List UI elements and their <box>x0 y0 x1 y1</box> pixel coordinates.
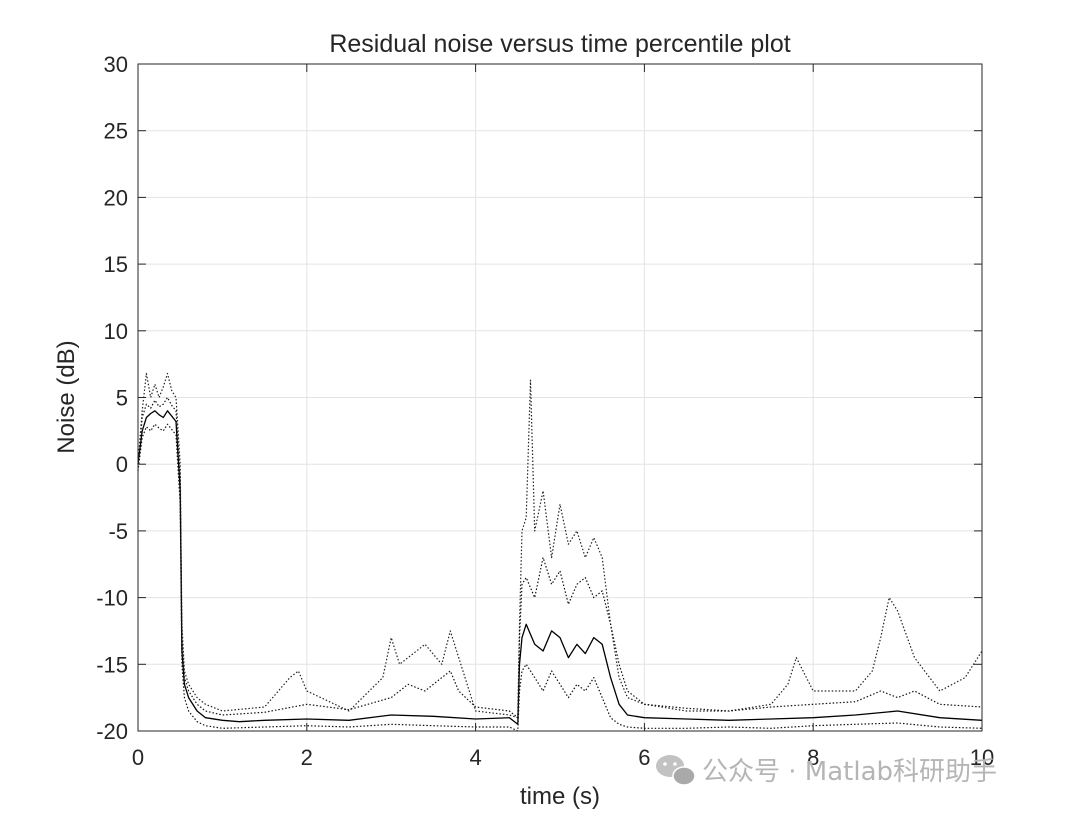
wechat-icon <box>656 755 696 786</box>
x-tick-label: 4 <box>469 745 481 770</box>
x-axis-title: time (s) <box>520 783 600 810</box>
chart-title: Residual noise versus time percentile pl… <box>329 30 790 58</box>
grid <box>138 64 982 731</box>
y-tick-label: -5 <box>108 519 128 544</box>
x-tick-label: 2 <box>301 745 313 770</box>
x-tick-label: 8 <box>807 745 819 770</box>
y-tick-label: -10 <box>96 586 128 611</box>
y-tick-labels: -20 -15 -10 -5 0 5 10 15 20 25 30 <box>96 52 128 744</box>
y-tick-label: 5 <box>116 386 128 411</box>
y-tick-label: -20 <box>96 719 128 744</box>
x-tick-label: 0 <box>132 745 144 770</box>
watermark: 公众号 · Matlab科研助手 <box>656 755 997 787</box>
x-tick-label: 10 <box>970 745 994 770</box>
y-axis-title: Noise (dB) <box>53 340 80 453</box>
y-tick-label: 30 <box>104 52 128 77</box>
x-tick-labels: 0 2 4 6 8 10 <box>132 745 994 770</box>
y-tick-label: 15 <box>104 252 128 277</box>
watermark-text: 公众号 · Matlab科研助手 <box>702 757 997 787</box>
series-line-3 <box>137 396 983 719</box>
y-tick-label: 0 <box>116 452 128 477</box>
y-tick-label: -15 <box>96 652 128 677</box>
y-tick-label: 20 <box>104 185 128 210</box>
y-tick-label: 25 <box>104 119 128 144</box>
y-tick-label: 10 <box>104 319 128 344</box>
axis-ticks <box>137 63 983 732</box>
x-tick-label: 6 <box>638 745 650 770</box>
series-line-1 <box>137 410 983 725</box>
